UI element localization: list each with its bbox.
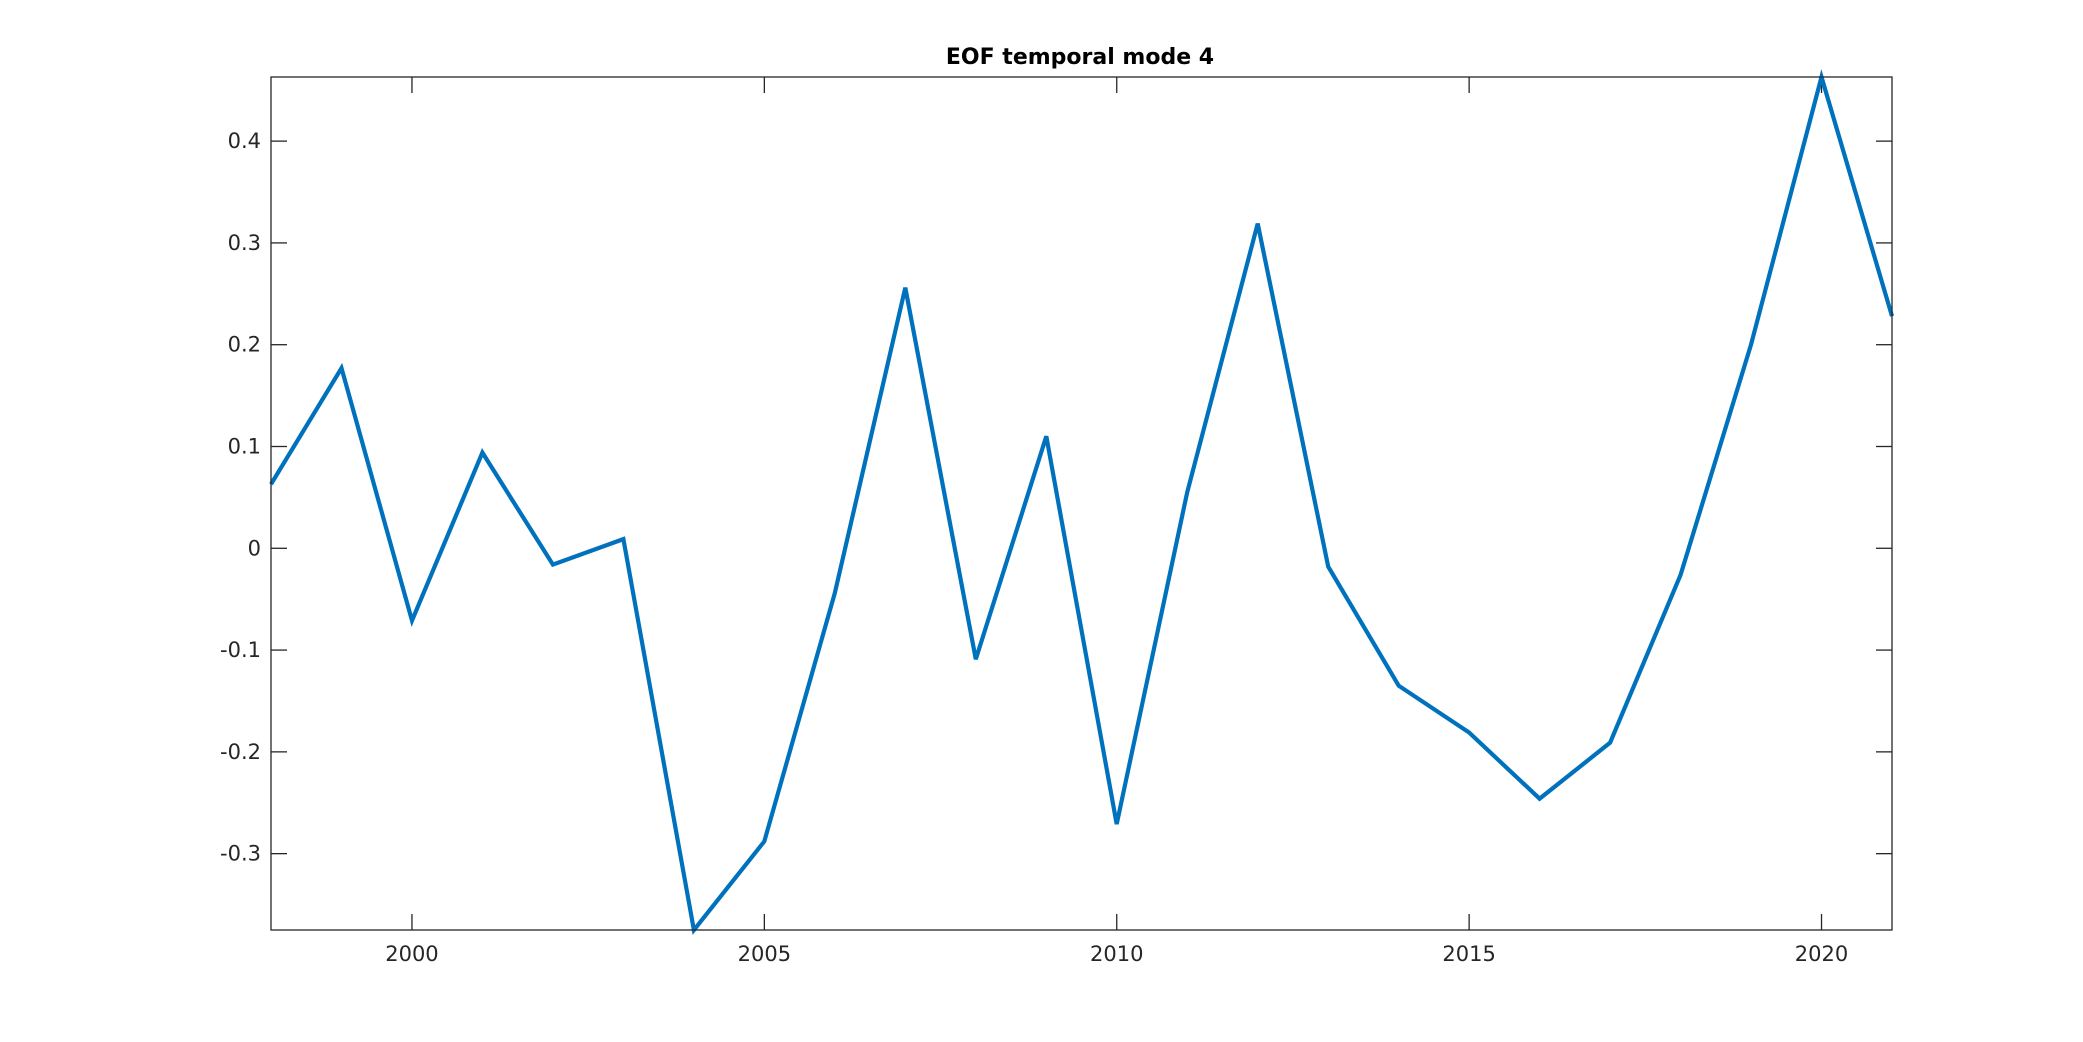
series-line [269, 69, 1895, 935]
y-tick-label: 0.3 [228, 231, 261, 255]
x-tick-label: 2005 [738, 942, 791, 966]
series-layer [269, 69, 1895, 935]
y-tick-label: 0.1 [228, 434, 261, 458]
x-tick-label: 2020 [1795, 942, 1848, 966]
y-tick-label: -0.1 [220, 638, 261, 662]
x-tick-label: 2000 [385, 942, 438, 966]
chart-title: EOF temporal mode 4 [946, 45, 1214, 70]
y-tick-label: 0 [248, 536, 261, 560]
axis-ticks: 2000 2005 2010 2015 2020 -0.3 -0.2 -0.1 0 0.1 0.2 0… [220, 77, 1892, 966]
y-tick-label: -0.2 [220, 740, 261, 764]
x-tick-label: 2010 [1090, 942, 1143, 966]
x-tick-label: 2015 [1442, 942, 1495, 966]
axes-box [270, 76, 1893, 931]
y-tick-label: 0.2 [228, 333, 261, 357]
y-tick-label: -0.3 [220, 842, 261, 866]
y-tick-label: 0.4 [228, 129, 261, 153]
